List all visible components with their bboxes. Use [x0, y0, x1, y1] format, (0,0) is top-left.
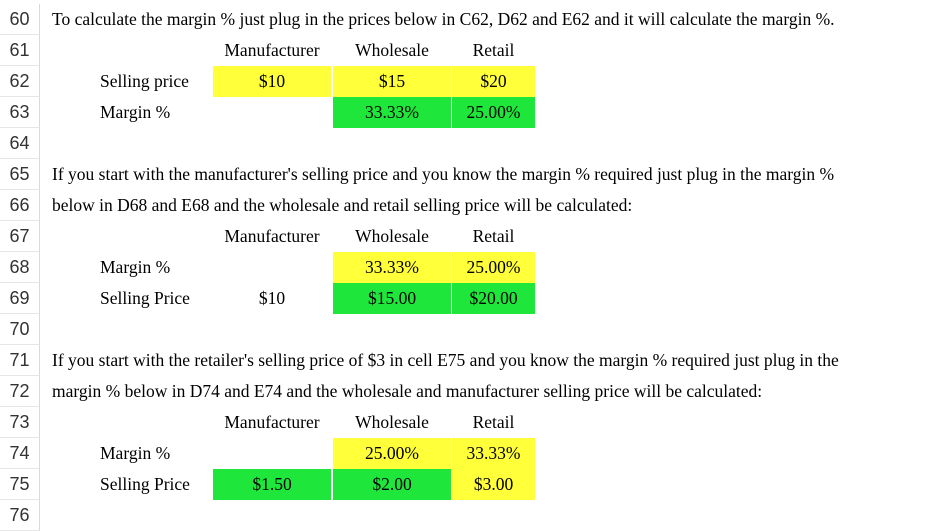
row-71: 71 If you start with the retailer's sell… — [0, 345, 925, 376]
margin-label-cell[interactable]: Margin % — [100, 443, 171, 463]
wholesale-price-input-cell[interactable]: $15 — [333, 66, 451, 97]
row-header[interactable]: 74 — [0, 438, 40, 469]
row-75: 75 Selling Price $1.50 $2.00 $3.00 — [0, 469, 925, 500]
instruction-cell[interactable]: If you start with the retailer's selling… — [52, 350, 839, 370]
wholesale-header-cell[interactable]: Wholesale — [355, 40, 429, 60]
instruction-cell[interactable]: margin % below in D74 and E74 and the wh… — [52, 381, 763, 401]
instruction-cell[interactable]: If you start with the manufacturer's sel… — [52, 164, 835, 184]
row-header[interactable]: 68 — [0, 252, 40, 283]
selling-price-label-cell[interactable]: Selling price — [100, 71, 189, 91]
instruction-cell[interactable]: To calculate the margin % just plug in t… — [52, 9, 835, 29]
retail-price-calc-cell[interactable]: $20.00 — [452, 283, 535, 314]
margin-label-cell[interactable]: Margin % — [100, 257, 171, 277]
margin-label-cell[interactable]: Margin % — [100, 102, 171, 122]
retail-price-input-cell[interactable]: $3.00 — [452, 469, 535, 500]
retail-header-cell[interactable]: Retail — [472, 40, 515, 60]
row-header[interactable]: 71 — [0, 345, 40, 376]
row-header[interactable]: 70 — [0, 314, 40, 345]
row-62: 62 Selling price $10 $15 $20 — [0, 66, 925, 97]
row-70: 70 — [0, 314, 925, 345]
manufacturer-header-cell[interactable]: Manufacturer — [224, 40, 320, 60]
wholesale-margin-input-cell[interactable]: 25.00% — [333, 438, 451, 469]
manufacturer-price-calc-cell[interactable]: $1.50 — [213, 469, 331, 500]
retail-header-cell[interactable]: Retail — [472, 226, 515, 246]
row-61: 61 Manufacturer Wholesale Retail — [0, 35, 925, 66]
row-72: 72 margin % below in D74 and E74 and the… — [0, 376, 925, 407]
manufacturer-price-cell[interactable]: $10 — [258, 288, 286, 308]
row-header[interactable]: 66 — [0, 190, 40, 221]
row-header[interactable]: 60 — [0, 4, 40, 35]
row-header[interactable]: 63 — [0, 97, 40, 128]
retail-price-input-cell[interactable]: $20 — [452, 66, 535, 97]
row-header[interactable]: 69 — [0, 283, 40, 314]
row-header[interactable]: 67 — [0, 221, 40, 252]
row-65: 65 If you start with the manufacturer's … — [0, 159, 925, 190]
row-header[interactable]: 65 — [0, 159, 40, 190]
row-header[interactable]: 75 — [0, 469, 40, 500]
selling-price-label-cell[interactable]: Selling Price — [100, 474, 190, 494]
row-header[interactable]: 72 — [0, 376, 40, 407]
row-68: 68 Margin % 33.33% 25.00% — [0, 252, 925, 283]
wholesale-margin-input-cell[interactable]: 33.33% — [333, 252, 451, 283]
retail-margin-calc-cell[interactable]: 25.00% — [452, 97, 535, 128]
retail-margin-input-cell[interactable]: 33.33% — [452, 438, 535, 469]
wholesale-header-cell[interactable]: Wholesale — [355, 226, 429, 246]
row-67: 67 Manufacturer Wholesale Retail — [0, 221, 925, 252]
row-header[interactable]: 61 — [0, 35, 40, 66]
row-66: 66 below in D68 and E68 and the wholesal… — [0, 190, 925, 221]
selling-price-label-cell[interactable]: Selling Price — [100, 288, 190, 308]
retail-header-cell[interactable]: Retail — [472, 412, 515, 432]
row-76: 76 — [0, 500, 925, 531]
retail-margin-input-cell[interactable]: 25.00% — [452, 252, 535, 283]
wholesale-margin-calc-cell[interactable]: 33.33% — [333, 97, 451, 128]
row-header[interactable]: 64 — [0, 128, 40, 159]
row-header[interactable]: 62 — [0, 66, 40, 97]
row-header[interactable]: 76 — [0, 500, 40, 531]
row-60: 60 To calculate the margin % just plug i… — [0, 4, 925, 35]
wholesale-price-calc-cell[interactable]: $15.00 — [333, 283, 451, 314]
wholesale-price-calc-cell[interactable]: $2.00 — [333, 469, 451, 500]
row-73: 73 Manufacturer Wholesale Retail — [0, 407, 925, 438]
manufacturer-price-input-cell[interactable]: $10 — [213, 66, 331, 97]
row-74: 74 Margin % 25.00% 33.33% — [0, 438, 925, 469]
row-header[interactable]: 73 — [0, 407, 40, 438]
manufacturer-header-cell[interactable]: Manufacturer — [224, 412, 320, 432]
row-63: 63 Margin % 33.33% 25.00% — [0, 97, 925, 128]
manufacturer-header-cell[interactable]: Manufacturer — [224, 226, 320, 246]
row-64: 64 — [0, 128, 925, 159]
wholesale-header-cell[interactable]: Wholesale — [355, 412, 429, 432]
row-69: 69 Selling Price $10 $15.00 $20.00 — [0, 283, 925, 314]
instruction-cell[interactable]: below in D68 and E68 and the wholesale a… — [52, 195, 633, 215]
